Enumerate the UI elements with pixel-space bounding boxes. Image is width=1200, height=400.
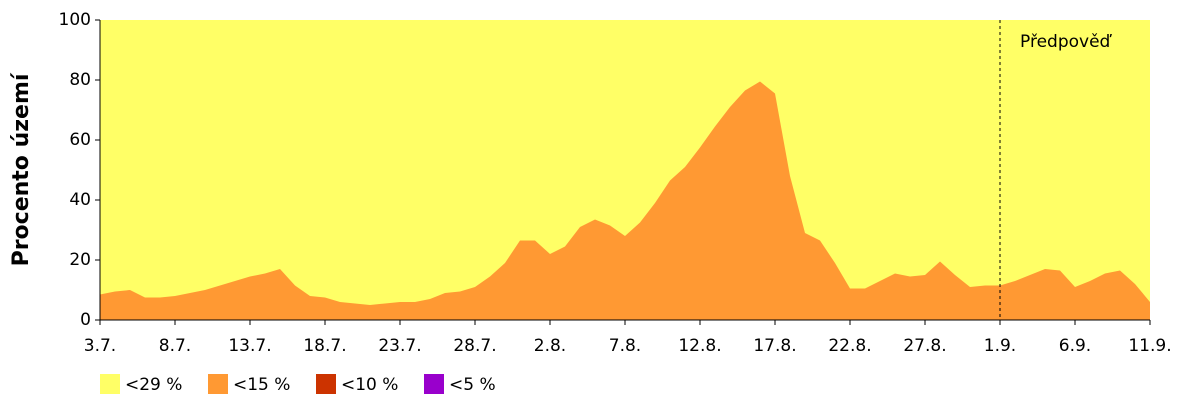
y-tick-label: 100 xyxy=(59,10,91,30)
x-tick-label: 28.7. xyxy=(453,336,496,356)
x-tick-label: 22.8. xyxy=(828,336,871,356)
y-tick-label: 60 xyxy=(69,130,91,150)
x-tick-label: 23.7. xyxy=(378,336,421,356)
x-tick-label: 2.8. xyxy=(534,336,566,356)
y-axis-label: Procento území xyxy=(9,72,34,266)
x-tick-label: 6.9. xyxy=(1059,336,1091,356)
area xyxy=(100,81,1150,320)
y-tick-label: 20 xyxy=(69,250,91,270)
legend-swatch xyxy=(208,374,228,394)
area xyxy=(100,20,1150,320)
legend-swatch xyxy=(100,374,120,394)
x-tick-label: 18.7. xyxy=(303,336,346,356)
legend-label: <15 % xyxy=(233,375,290,395)
x-tick-label: 11.9. xyxy=(1128,336,1171,356)
legend-label: <10 % xyxy=(341,375,398,395)
y-tick-label: 0 xyxy=(80,310,91,330)
legend-label: <5 % xyxy=(449,375,496,395)
x-tick-label: 13.7. xyxy=(228,336,271,356)
forecast-label: Předpověď xyxy=(1020,32,1113,52)
x-tick-label: 27.8. xyxy=(903,336,946,356)
x-tick-label: 1.9. xyxy=(984,336,1016,356)
y-tick-label: 80 xyxy=(69,70,91,90)
legend-label: <29 % xyxy=(125,375,182,395)
x-tick-label: 8.7. xyxy=(159,336,191,356)
x-tick-label: 3.7. xyxy=(84,336,116,356)
x-tick-label: 7.8. xyxy=(609,336,641,356)
y-tick-label: 40 xyxy=(69,190,91,210)
x-tick-label: 17.8. xyxy=(753,336,796,356)
legend-swatch xyxy=(316,374,336,394)
legend-swatch xyxy=(424,374,444,394)
x-tick-label: 12.8. xyxy=(678,336,721,356)
